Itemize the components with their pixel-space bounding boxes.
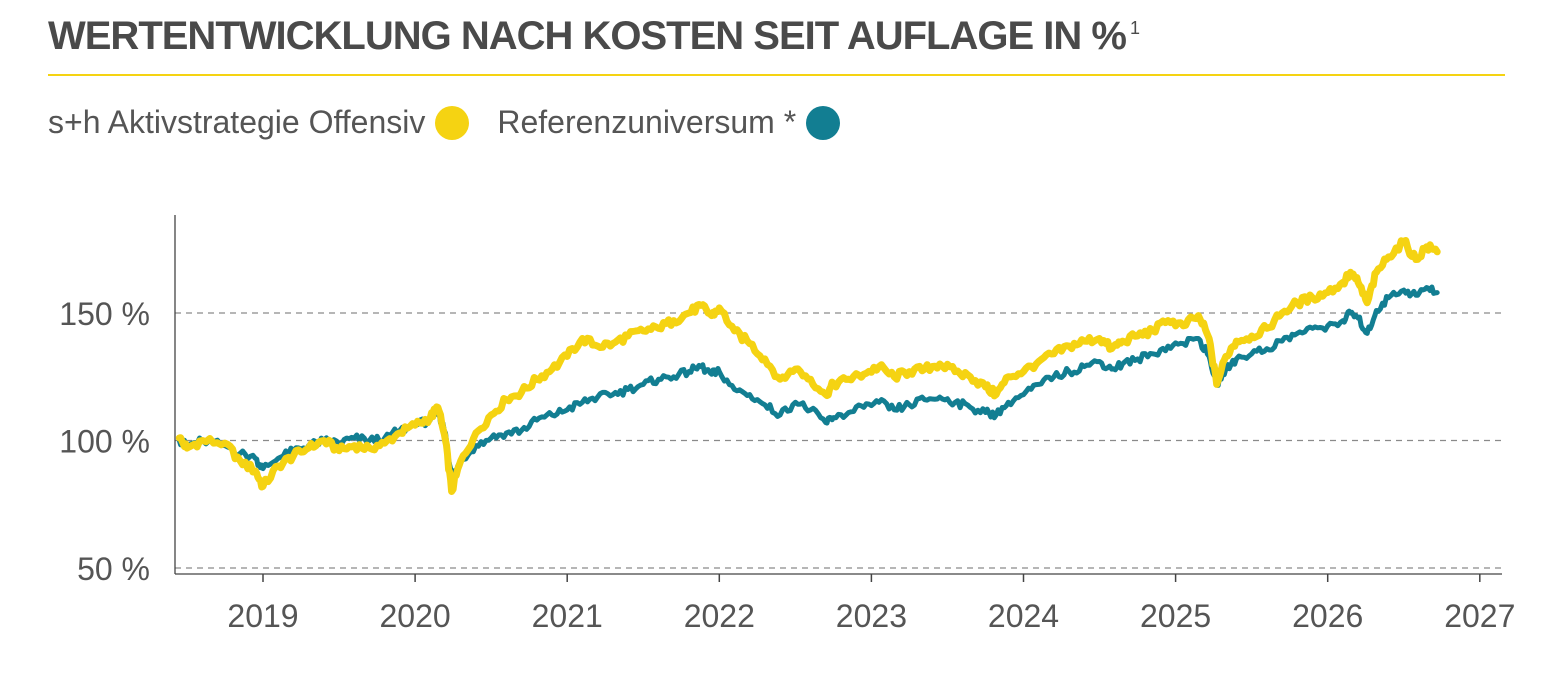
chart-legend: s+h Aktivstrategie Offensiv Referenzuniv… xyxy=(48,104,868,141)
x-tick-label: 2020 xyxy=(380,598,451,634)
x-tick-label: 2024 xyxy=(988,598,1059,634)
x-tick-label: 2019 xyxy=(227,598,298,634)
legend-dot-offensiv xyxy=(435,105,470,140)
x-tick-label: 2021 xyxy=(532,598,603,634)
x-tick-label: 2023 xyxy=(836,598,907,634)
title-divider xyxy=(48,74,1505,76)
legend-label-offensiv: s+h Aktivstrategie Offensiv xyxy=(48,104,426,140)
legend-item-offensiv: s+h Aktivstrategie Offensiv xyxy=(48,104,470,141)
title-footnote-marker: 1 xyxy=(1129,18,1140,38)
y-tick-label: 100 % xyxy=(59,424,150,460)
x-tick-label: 2027 xyxy=(1444,598,1515,634)
x-tick-label: 2022 xyxy=(684,598,755,634)
series-line-0 xyxy=(175,237,1441,495)
y-tick-label: 150 % xyxy=(59,296,150,332)
chart-title-text: WERTENTWICKLUNG NACH KOSTEN SEIT AUFLAGE… xyxy=(48,14,1127,58)
x-tick-label: 2026 xyxy=(1292,598,1363,634)
chart-title: WERTENTWICKLUNG NACH KOSTEN SEIT AUFLAGE… xyxy=(48,14,1140,59)
legend-item-referenz: Referenzuniversum * xyxy=(497,104,841,141)
y-tick-label: 50 % xyxy=(77,551,150,587)
legend-dot-referenz xyxy=(806,105,841,140)
legend-label-referenz: Referenzuniversum * xyxy=(497,104,797,140)
x-tick-label: 2025 xyxy=(1140,598,1211,634)
